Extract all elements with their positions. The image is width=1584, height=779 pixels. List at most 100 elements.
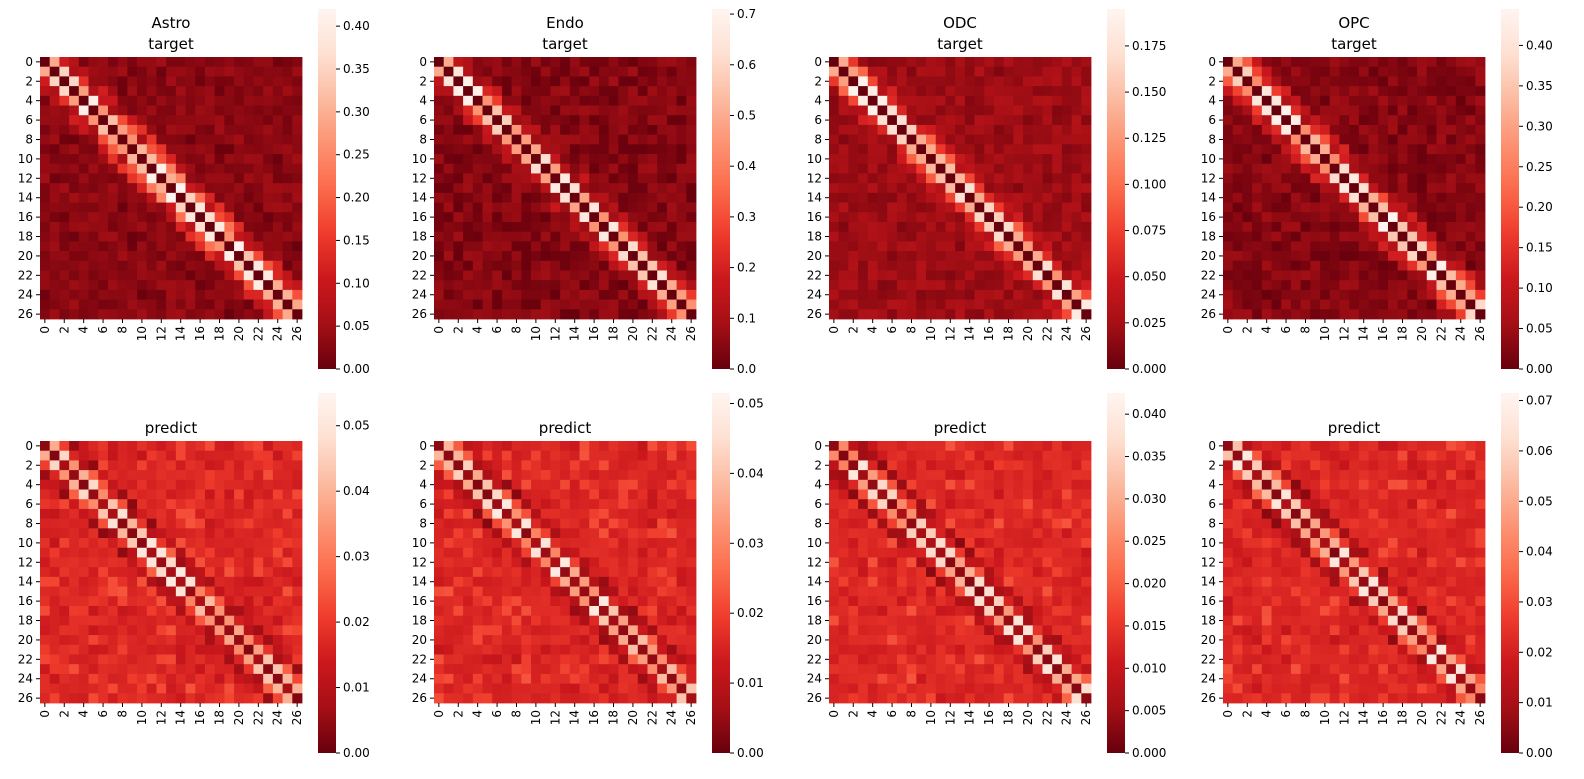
- heatmap-cell: [608, 499, 619, 510]
- heatmap-cell: [472, 635, 483, 646]
- heatmap-cell: [1261, 289, 1272, 300]
- heatmap-cell: [1339, 270, 1350, 281]
- heatmap-cell: [550, 144, 561, 155]
- heatmap-cell: [666, 635, 677, 646]
- heatmap-cell: [1052, 241, 1063, 252]
- heatmap-cell: [127, 683, 138, 694]
- heatmap-cell: [1261, 154, 1272, 165]
- x-tick-label: 18: [607, 710, 621, 725]
- y-tick-label: 12: [807, 171, 822, 185]
- heatmap-cell: [598, 664, 610, 675]
- heatmap-cell: [69, 241, 80, 252]
- heatmap-cell: [838, 154, 849, 165]
- heatmap-cell: [78, 289, 89, 300]
- heatmap-cell: [589, 299, 600, 310]
- heatmap-cell: [243, 57, 254, 68]
- heatmap-cell: [282, 508, 293, 520]
- heatmap-cell: [234, 499, 245, 510]
- heatmap-cell: [166, 66, 177, 77]
- heatmap-cell: [501, 173, 513, 184]
- heatmap-cell: [993, 299, 1005, 310]
- y-tick-label: 8: [419, 132, 427, 146]
- heatmap-cell: [69, 221, 80, 233]
- heatmap-cell: [253, 683, 264, 694]
- heatmap-cell: [482, 299, 493, 310]
- heatmap-cell: [453, 518, 464, 529]
- heatmap-cell: [243, 154, 254, 165]
- heatmap-cell: [98, 144, 109, 155]
- heatmap-cell: [531, 231, 542, 242]
- heatmap-cell: [1052, 57, 1063, 68]
- heatmap-cell: [1397, 183, 1408, 194]
- heatmap-cell: [501, 654, 513, 665]
- heatmap-cell: [676, 460, 687, 471]
- heatmap-cell: [1310, 95, 1321, 106]
- heatmap-cell: [618, 163, 629, 174]
- heatmap-cell: [511, 260, 522, 271]
- heatmap-cell: [175, 66, 186, 77]
- heatmap-cell: [637, 508, 648, 520]
- heatmap-cell: [243, 567, 254, 578]
- heatmap-cell: [838, 192, 849, 203]
- heatmap-cell: [146, 499, 157, 510]
- heatmap-cell: [107, 450, 119, 461]
- heatmap-cell: [224, 499, 235, 510]
- heatmap-cell: [434, 124, 445, 136]
- heatmap-cell: [482, 66, 493, 77]
- heatmap-cell: [511, 518, 522, 529]
- heatmap-cell: [107, 76, 119, 87]
- heatmap-cell: [88, 479, 99, 490]
- heatmap-cell: [926, 57, 937, 68]
- heatmap-cell: [49, 202, 60, 213]
- heatmap-cell: [78, 489, 89, 500]
- heatmap-cell: [540, 460, 551, 471]
- heatmap-cell: [511, 664, 522, 675]
- y-tick-label: 2: [814, 74, 822, 88]
- heatmap-cell: [78, 212, 89, 223]
- heatmap-cell: [1223, 309, 1234, 320]
- heatmap-cell: [984, 115, 995, 126]
- heatmap-cell: [175, 173, 186, 184]
- heatmap-cell: [916, 309, 927, 320]
- heatmap-cell: [1281, 66, 1292, 77]
- heatmap-cell: [107, 625, 119, 636]
- heatmap-cell: [243, 664, 254, 675]
- heatmap-cell: [926, 134, 937, 145]
- heatmap-cell: [1242, 280, 1253, 291]
- heatmap-cell: [1455, 251, 1466, 262]
- heatmap-cell: [59, 615, 70, 626]
- heatmap-cell: [98, 154, 109, 165]
- heatmap-cell: [848, 441, 859, 452]
- heatmap-cell: [1252, 163, 1263, 174]
- heatmap-cell: [1310, 299, 1321, 310]
- heatmap-cell: [69, 183, 80, 194]
- heatmap-cell: [224, 693, 235, 704]
- heatmap-cell: [1032, 241, 1043, 252]
- heatmap-cells: [434, 441, 697, 704]
- heatmap-cell: [628, 66, 639, 77]
- heatmap-cell: [858, 115, 869, 126]
- heatmap-cell: [569, 479, 580, 490]
- heatmap-cell: [175, 644, 186, 655]
- heatmap-cell: [1300, 221, 1311, 233]
- heatmap-cell: [453, 654, 464, 665]
- heatmap-cell: [521, 596, 532, 607]
- heatmap-cell: [453, 280, 464, 291]
- heatmap-cell: [224, 270, 235, 281]
- colorbar-tick-label: 0.40: [1526, 38, 1553, 52]
- heatmap-cell: [263, 567, 274, 578]
- heatmap-cell: [521, 221, 532, 233]
- heatmap-cell: [1223, 299, 1234, 310]
- heatmap-cell: [1013, 86, 1024, 97]
- heatmap-cell: [848, 289, 859, 300]
- heatmap-cell: [1232, 144, 1243, 155]
- heatmap-cell: [253, 596, 264, 607]
- heatmap-cell: [1455, 57, 1466, 68]
- heatmap-cell: [647, 605, 658, 617]
- heatmap-cell: [146, 470, 157, 481]
- heatmap-cell: [137, 124, 148, 136]
- heatmap-cell: [156, 557, 167, 568]
- heatmap-cell: [540, 470, 551, 481]
- heatmap-cell: [482, 644, 493, 655]
- heatmap-cell: [618, 528, 629, 539]
